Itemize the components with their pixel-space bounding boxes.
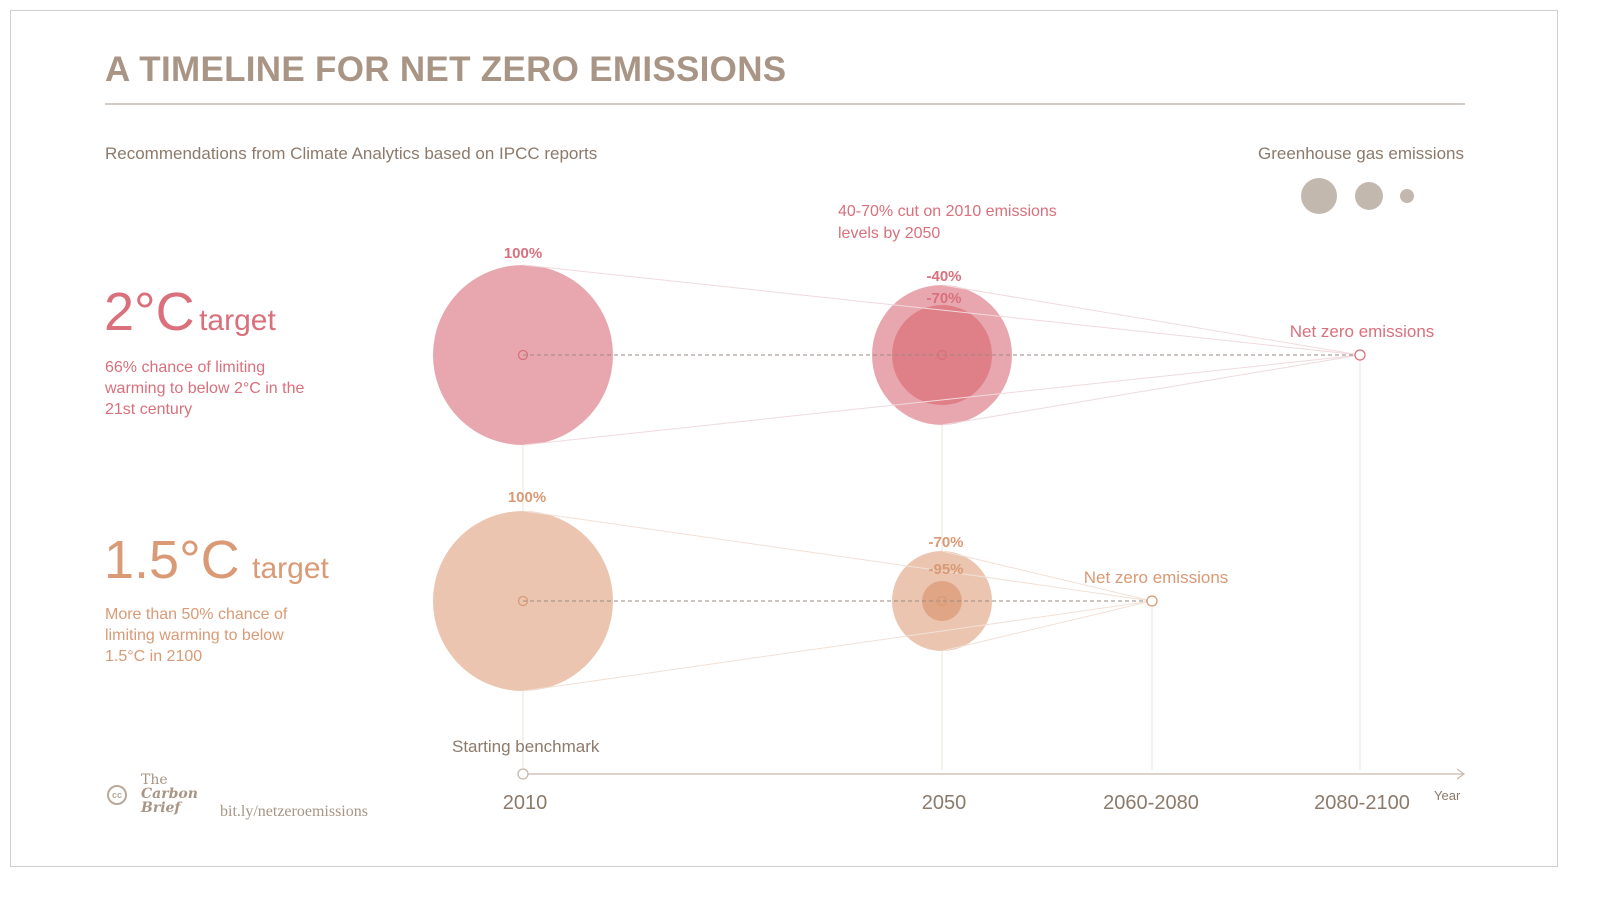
two-c-netzero-label: Net zero emissions xyxy=(1290,322,1435,341)
two-c-cut-high-label: -40% xyxy=(926,268,961,285)
two-c-heading: 2°C target xyxy=(104,285,276,339)
legend-circle-medium xyxy=(1355,182,1383,210)
year-label-2050: 2050 xyxy=(921,792,967,814)
two-c-envelope-top xyxy=(522,264,1361,356)
legend-title: Greenhouse gas emissions xyxy=(1257,144,1464,163)
logo-word-brief: Brief xyxy=(141,800,181,816)
one5-c-cut-low-label: -95% xyxy=(928,561,963,578)
two-c-cut-note: 40-70% cut on 2010 emissions levels by 2… xyxy=(838,203,1057,242)
one5-c-envelope-top xyxy=(522,510,1153,602)
two-c-start-label: 100% xyxy=(504,245,542,262)
two-c-node-netzero xyxy=(1354,349,1366,361)
legend-circle-small xyxy=(1400,189,1414,203)
two-c-cut-low-label: -70% xyxy=(926,290,961,307)
year-label-2080-2100: 2080-2100 xyxy=(1314,792,1410,814)
subtitle: Recommendations from Climate Analytics b… xyxy=(105,144,598,163)
one5-c-envelope-bottom xyxy=(522,600,1153,692)
starting-benchmark-label: Starting benchmark xyxy=(452,737,600,756)
one5-c-node-2010 xyxy=(517,595,529,607)
infographic-frame xyxy=(10,10,1558,867)
two-c-envelope-mid-top xyxy=(941,284,1361,356)
two-c-node-2010 xyxy=(517,349,529,361)
two-c-envelope-mid-bottom xyxy=(941,354,1361,426)
two-c-description: 66% chance of limiting warming to below … xyxy=(105,359,305,418)
one5-c-node-netzero xyxy=(1146,595,1158,607)
two-c-node-2050 xyxy=(936,349,948,361)
one5-c-temperature: 1.5°C xyxy=(104,530,240,590)
one5-c-target-word: target xyxy=(252,552,329,585)
carbon-brief-logo: The Carbon Brief xyxy=(141,773,198,815)
two-c-envelope-bottom xyxy=(522,354,1361,446)
one5-c-start-label: 100% xyxy=(508,489,546,506)
two-c-target-word: target xyxy=(199,304,276,337)
time-axis-origin-node xyxy=(517,768,529,780)
two-c-2050-inner-circle xyxy=(892,305,992,405)
one5-c-netzero-label: Net zero emissions xyxy=(1084,568,1229,587)
one5-c-node-2050 xyxy=(936,595,948,607)
year-label-2010: 2010 xyxy=(502,792,548,814)
legend-circle-large xyxy=(1301,178,1337,214)
logo-word-the: The xyxy=(141,772,168,788)
one5-c-envelope-mid-top xyxy=(941,550,1153,602)
year-label-2060-2080: 2060-2080 xyxy=(1103,792,1199,814)
source-url[interactable]: bit.ly/netzeroemissions xyxy=(220,803,368,820)
one5-c-heading: 1.5°C target xyxy=(104,533,329,587)
page-title: A TIMELINE FOR NET ZERO EMISSIONS xyxy=(105,50,787,89)
one5-c-description: More than 50% chance of limiting warming… xyxy=(105,606,288,665)
time-axis-arrow-icon xyxy=(1456,768,1466,780)
one5-c-envelope-mid-bottom xyxy=(941,600,1153,652)
two-c-temperature: 2°C xyxy=(104,282,195,342)
one5-c-2050-inner-circle xyxy=(922,581,962,621)
year-axis-label: Year xyxy=(1434,788,1461,803)
creative-commons-icon: cc xyxy=(107,785,127,805)
one5-c-cut-high-label: -70% xyxy=(928,534,963,551)
logo-word-carbon: Carbon xyxy=(141,786,198,802)
